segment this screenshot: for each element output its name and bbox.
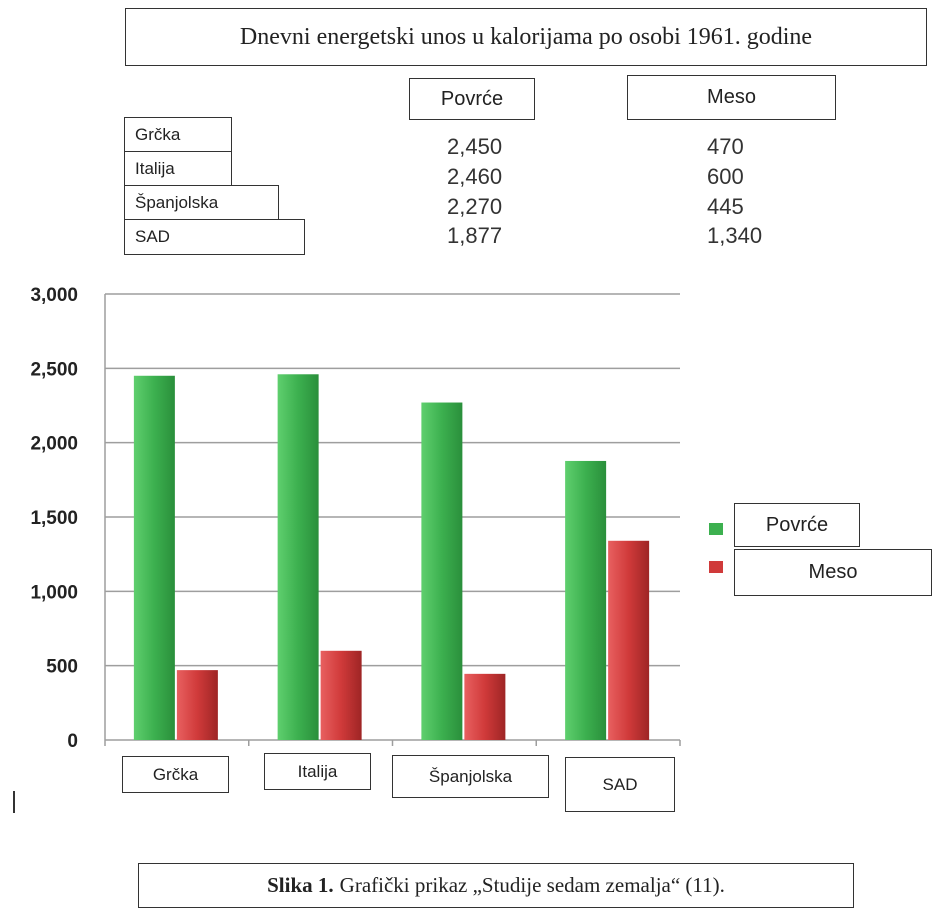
y-tick-label: 2,500: [30, 359, 78, 380]
table-row-label-spanjolska: Španjolska: [124, 185, 279, 221]
bar-chart: 3,000 2,500 2,000 1,500 1,000 500 0: [30, 285, 681, 752]
bar-meso: [464, 673, 506, 740]
table-row-label-italija: Italija: [124, 151, 232, 187]
legend-label-meso: Meso: [734, 549, 932, 596]
table-header-povrce: Povrće: [409, 78, 535, 120]
table-cell-italija-meso: 600: [707, 164, 744, 189]
bar-povrce: [133, 375, 175, 740]
table-row-label-sad: SAD: [124, 219, 305, 255]
table-row-label-grcka: Grčka: [124, 117, 232, 153]
bar-povrce: [421, 402, 463, 740]
y-tick-label: 1,500: [30, 508, 78, 529]
bar-povrce: [277, 374, 319, 740]
legend-label-povrce: Povrće: [734, 503, 860, 547]
table-cell-italija-povrce: 2,460: [447, 164, 503, 189]
table-cell-grcka-povrce: 2,450: [447, 134, 503, 159]
caption-label: Slika 1.: [267, 873, 334, 897]
table-cell-sad-meso: 1,340: [707, 223, 763, 248]
y-tick-label: 0: [67, 731, 78, 752]
y-tick-label: 3,000: [30, 285, 78, 306]
table-header-meso: Meso: [627, 75, 836, 120]
x-category-sad: SAD: [565, 757, 675, 812]
table-cell-spanjolska-povrce: 2,270: [447, 194, 503, 219]
text-cursor: [13, 791, 15, 813]
table-cell-spanjolska-meso: 445: [707, 194, 744, 219]
y-tick-label: 1,000: [30, 582, 78, 603]
figure-caption: Slika 1. Grafički prikaz „Studije sedam …: [138, 863, 854, 908]
bar-meso: [608, 540, 650, 740]
legend-swatch-povrce: [709, 523, 723, 535]
chart-title: Dnevni energetski unos u kalorijama po o…: [125, 8, 927, 66]
bar-povrce: [565, 460, 607, 740]
bar-meso: [320, 650, 362, 740]
table-cell-grcka-meso: 470: [707, 134, 744, 159]
caption-text: Grafički prikaz „Studije sedam zemalja“ …: [339, 873, 725, 897]
y-tick-label: 2,000: [30, 434, 78, 455]
legend-swatch-meso: [709, 561, 723, 573]
x-category-spanjolska: Španjolska: [392, 755, 549, 798]
table-cell-sad-povrce: 1,877: [447, 223, 503, 248]
y-tick-label: 500: [46, 657, 78, 678]
bar-meso: [176, 670, 218, 740]
x-category-grcka: Grčka: [122, 756, 229, 793]
x-category-italija: Italija: [264, 753, 371, 790]
